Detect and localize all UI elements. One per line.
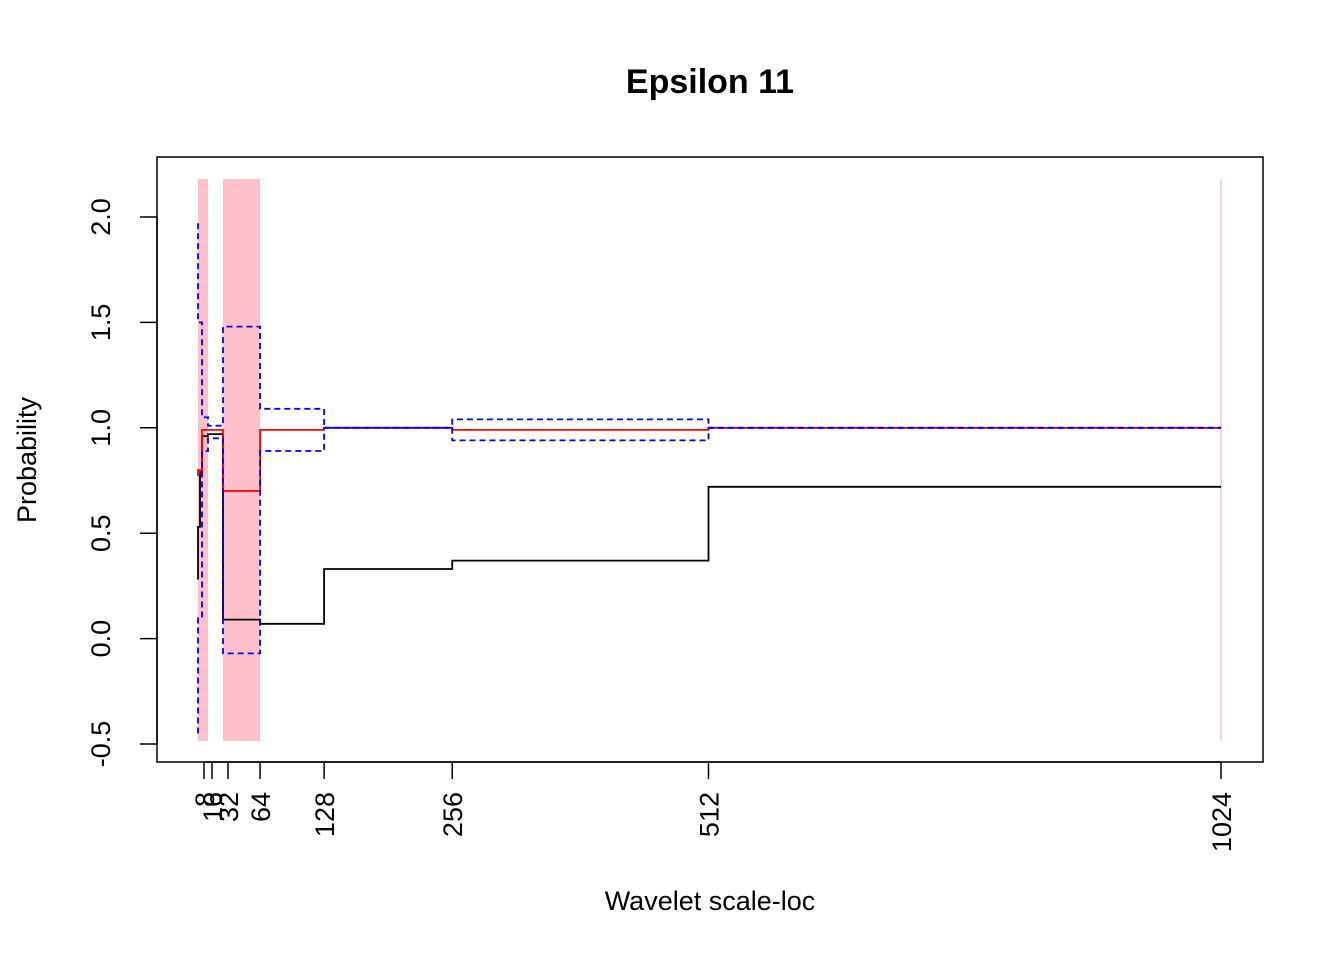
- y-tick-label-2.0: 2.0: [86, 198, 116, 236]
- plot-frame: [156, 156, 1264, 763]
- x-tick-label-16: 16: [198, 792, 228, 822]
- highlight-band-3: [1220, 179, 1222, 741]
- chart-title: Epsilon 11: [626, 63, 794, 101]
- y-tick-label-0.5: 0.5: [86, 514, 116, 552]
- x-tick-label-64: 64: [246, 792, 276, 822]
- x-tick-label-32: 32: [214, 792, 244, 822]
- x-tick-label-256: 256: [438, 792, 468, 837]
- x-axis-label: Wavelet scale-loc: [605, 886, 816, 916]
- x-tick-label-512: 512: [694, 792, 724, 837]
- highlight-band-1: [198, 179, 209, 741]
- data-series: [197, 223, 1221, 734]
- y-axis: -0.5 0.0 0.5 1.0 1.5 2.0: [86, 198, 158, 768]
- x-tick-label-128: 128: [310, 792, 340, 837]
- y-tick-label-1.0: 1.0: [86, 409, 116, 447]
- series-line-4: [197, 426, 1221, 734]
- y-tick-label-0.0: 0.0: [86, 620, 116, 658]
- series-line-3: [197, 223, 1221, 429]
- x-tick-label-1024: 1024: [1207, 792, 1237, 852]
- y-tick-label--0.5: -0.5: [86, 721, 116, 768]
- highlight-bands: [198, 179, 1222, 741]
- x-tick-label-8: 8: [190, 792, 220, 807]
- series-line-2: [197, 426, 1221, 492]
- highlight-band-2: [223, 179, 261, 741]
- y-tick-label-1.5: 1.5: [86, 304, 116, 342]
- series-line-1: [197, 433, 1221, 625]
- y-axis-label: Probability: [12, 396, 42, 523]
